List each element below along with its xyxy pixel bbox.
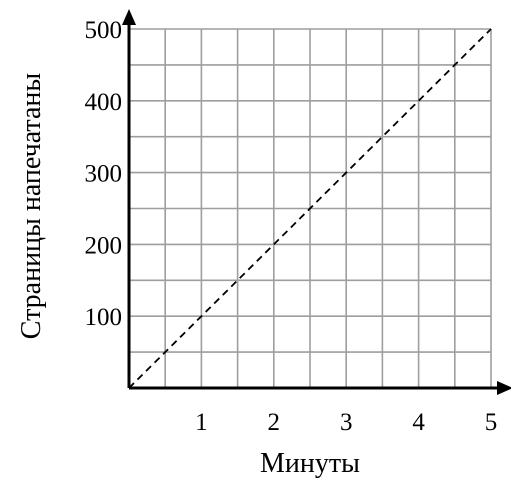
x-axis-arrow — [497, 381, 511, 395]
y-tick-label: 400 — [85, 89, 123, 116]
x-tick-label: 3 — [340, 409, 353, 436]
y-axis-label: Страницы напечатаны — [16, 73, 47, 340]
grid — [129, 28, 492, 388]
y-tick-label: 200 — [85, 232, 123, 259]
y-axis-arrow — [122, 9, 136, 25]
y-tick-label: 300 — [85, 161, 123, 188]
x-tick-label: 2 — [268, 409, 281, 436]
axes — [122, 9, 511, 395]
y-tick-label: 100 — [85, 304, 123, 331]
x-axis-label: Минуты — [260, 448, 360, 478]
series-layer — [128, 28, 492, 389]
x-tick-label: 4 — [412, 409, 425, 436]
x-tick-label: 5 — [485, 409, 498, 436]
tick-labels: 1 2 3 4 5 100 200 300 400 500 — [85, 17, 498, 436]
x-tick-label: 1 — [195, 409, 208, 436]
y-tick-label: 500 — [85, 17, 123, 44]
series-line-0 — [128, 28, 492, 389]
